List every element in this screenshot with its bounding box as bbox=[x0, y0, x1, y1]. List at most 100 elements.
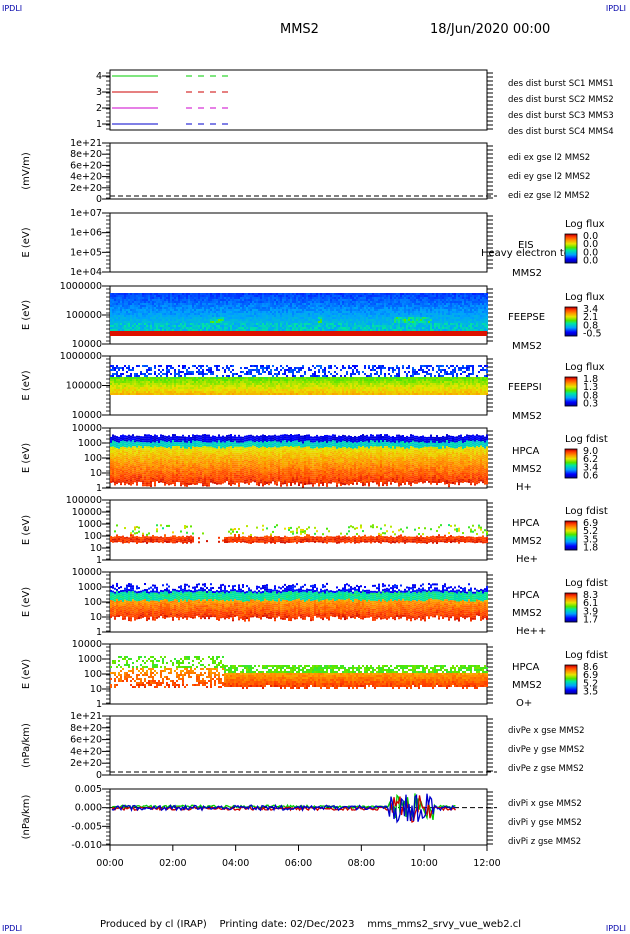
spectrogram-cell bbox=[216, 367, 218, 369]
spectrogram-cell bbox=[248, 311, 250, 313]
spectrogram-cell bbox=[430, 315, 432, 317]
spectrogram-cell bbox=[356, 311, 358, 313]
spectrogram-cell bbox=[448, 313, 450, 315]
spectrogram-cell bbox=[122, 383, 124, 385]
spectrogram-cell bbox=[402, 321, 404, 323]
spectrogram-cell bbox=[126, 297, 128, 299]
spectrogram-cell bbox=[238, 375, 240, 377]
spectrogram-cell bbox=[270, 307, 272, 309]
spectrogram-cell bbox=[276, 305, 278, 307]
spectrogram-cell bbox=[244, 391, 246, 393]
spectrogram-cell bbox=[294, 369, 296, 371]
spectrogram-cell bbox=[308, 307, 310, 309]
spectrogram-cell bbox=[246, 305, 248, 307]
spectrogram-cell bbox=[384, 315, 386, 317]
spectrogram-cell bbox=[368, 293, 370, 295]
spectrogram-cell bbox=[336, 307, 338, 309]
spectrogram-cell bbox=[330, 317, 332, 319]
spectrogram-cell bbox=[370, 311, 372, 313]
spectrogram-cell bbox=[352, 303, 354, 305]
spectrogram-cell bbox=[358, 293, 360, 295]
spectrogram-cell bbox=[236, 305, 238, 307]
spectrogram-cell bbox=[280, 317, 282, 319]
panel-3-mms: MMS2 bbox=[512, 268, 542, 279]
spectrogram-cell bbox=[426, 297, 428, 299]
spectrogram-cell bbox=[184, 325, 186, 327]
spectrogram-cell bbox=[458, 311, 460, 313]
spectrogram-cell bbox=[314, 317, 316, 319]
spectrogram-cell bbox=[148, 385, 150, 387]
spectrogram-cell bbox=[316, 321, 318, 323]
spectrogram-cell bbox=[382, 323, 384, 325]
spectrogram-cell bbox=[226, 315, 228, 317]
spectrogram-cell bbox=[296, 377, 298, 379]
panel-1-legend-2: des dist burst SC2 MMS2 bbox=[508, 95, 614, 105]
spectrogram-cell bbox=[192, 391, 194, 393]
spectrogram-cell bbox=[128, 293, 130, 295]
spectrogram-cell bbox=[380, 293, 382, 295]
spectrogram-cell bbox=[168, 309, 170, 311]
spectrogram-cell bbox=[292, 305, 294, 307]
spectrogram-cell bbox=[390, 317, 392, 319]
spectrogram-cell bbox=[484, 323, 486, 325]
spectrogram-cell bbox=[206, 317, 208, 319]
spectrogram-cell bbox=[422, 307, 424, 309]
spectrogram-cell bbox=[244, 393, 246, 395]
spectrogram-cell bbox=[344, 297, 346, 299]
spectrogram-cell bbox=[118, 301, 120, 303]
spectrogram-cell bbox=[182, 301, 184, 303]
spectrogram-cell bbox=[220, 387, 222, 389]
spectrogram-cell bbox=[264, 321, 266, 323]
spectrogram-cell bbox=[278, 393, 280, 395]
spectrogram-cell bbox=[226, 307, 228, 309]
spectrogram-cell bbox=[256, 293, 258, 295]
spectrogram-cell bbox=[444, 319, 446, 321]
spectrogram-cell bbox=[340, 299, 342, 301]
colorbar-cell bbox=[565, 315, 577, 317]
spectrogram-cell bbox=[220, 379, 222, 381]
spectrogram-cell bbox=[118, 299, 120, 301]
spectrogram-cell bbox=[172, 297, 174, 299]
spectrogram-cell bbox=[256, 323, 258, 325]
spectrogram-cell bbox=[408, 301, 410, 303]
spectrogram-cell bbox=[234, 313, 236, 315]
spectrogram-cell bbox=[312, 319, 314, 321]
spectrogram-cell bbox=[336, 319, 338, 321]
spectrogram-cell bbox=[132, 319, 134, 321]
spectrogram-cell bbox=[182, 393, 184, 395]
spectrogram-cell bbox=[378, 317, 380, 319]
spectrogram-cell bbox=[116, 319, 118, 321]
spectrogram-cell bbox=[118, 391, 120, 393]
spectrogram-cell bbox=[190, 311, 192, 313]
spectrogram-cell bbox=[190, 317, 192, 319]
spectrogram-cell bbox=[318, 299, 320, 301]
spectrogram-cell bbox=[288, 307, 290, 309]
spectrogram-cell bbox=[186, 323, 188, 325]
spectrogram-cell bbox=[460, 313, 462, 315]
spectrogram-cell bbox=[196, 329, 198, 331]
spectrogram-cell bbox=[130, 375, 132, 377]
spectrogram-cell bbox=[110, 393, 112, 395]
spectrogram-cell bbox=[212, 387, 214, 389]
spectrogram-cell bbox=[204, 299, 206, 301]
spectrogram-cell bbox=[394, 307, 396, 309]
spectrogram-cell bbox=[160, 385, 162, 387]
spectrogram-cell bbox=[116, 307, 118, 309]
spectrogram-cell bbox=[400, 311, 402, 313]
spectrogram-cell bbox=[138, 319, 140, 321]
spectrogram-cell bbox=[404, 321, 406, 323]
spectrogram-cell bbox=[140, 305, 142, 307]
spectrogram-cell bbox=[430, 293, 432, 295]
spectrogram-cell bbox=[186, 379, 188, 381]
spectrogram-cell bbox=[176, 321, 178, 323]
spectrogram-cell bbox=[242, 319, 244, 321]
spectrogram-cell bbox=[292, 373, 294, 375]
spectrogram-cell bbox=[446, 319, 448, 321]
spectrogram-cell bbox=[260, 381, 262, 383]
spectrogram-cell bbox=[472, 299, 474, 301]
spectrogram-cell bbox=[250, 371, 252, 373]
spectrogram-cell bbox=[146, 297, 148, 299]
spectrogram-cell bbox=[336, 297, 338, 299]
spectrogram-cell bbox=[128, 319, 130, 321]
spectrogram-cell bbox=[408, 311, 410, 313]
